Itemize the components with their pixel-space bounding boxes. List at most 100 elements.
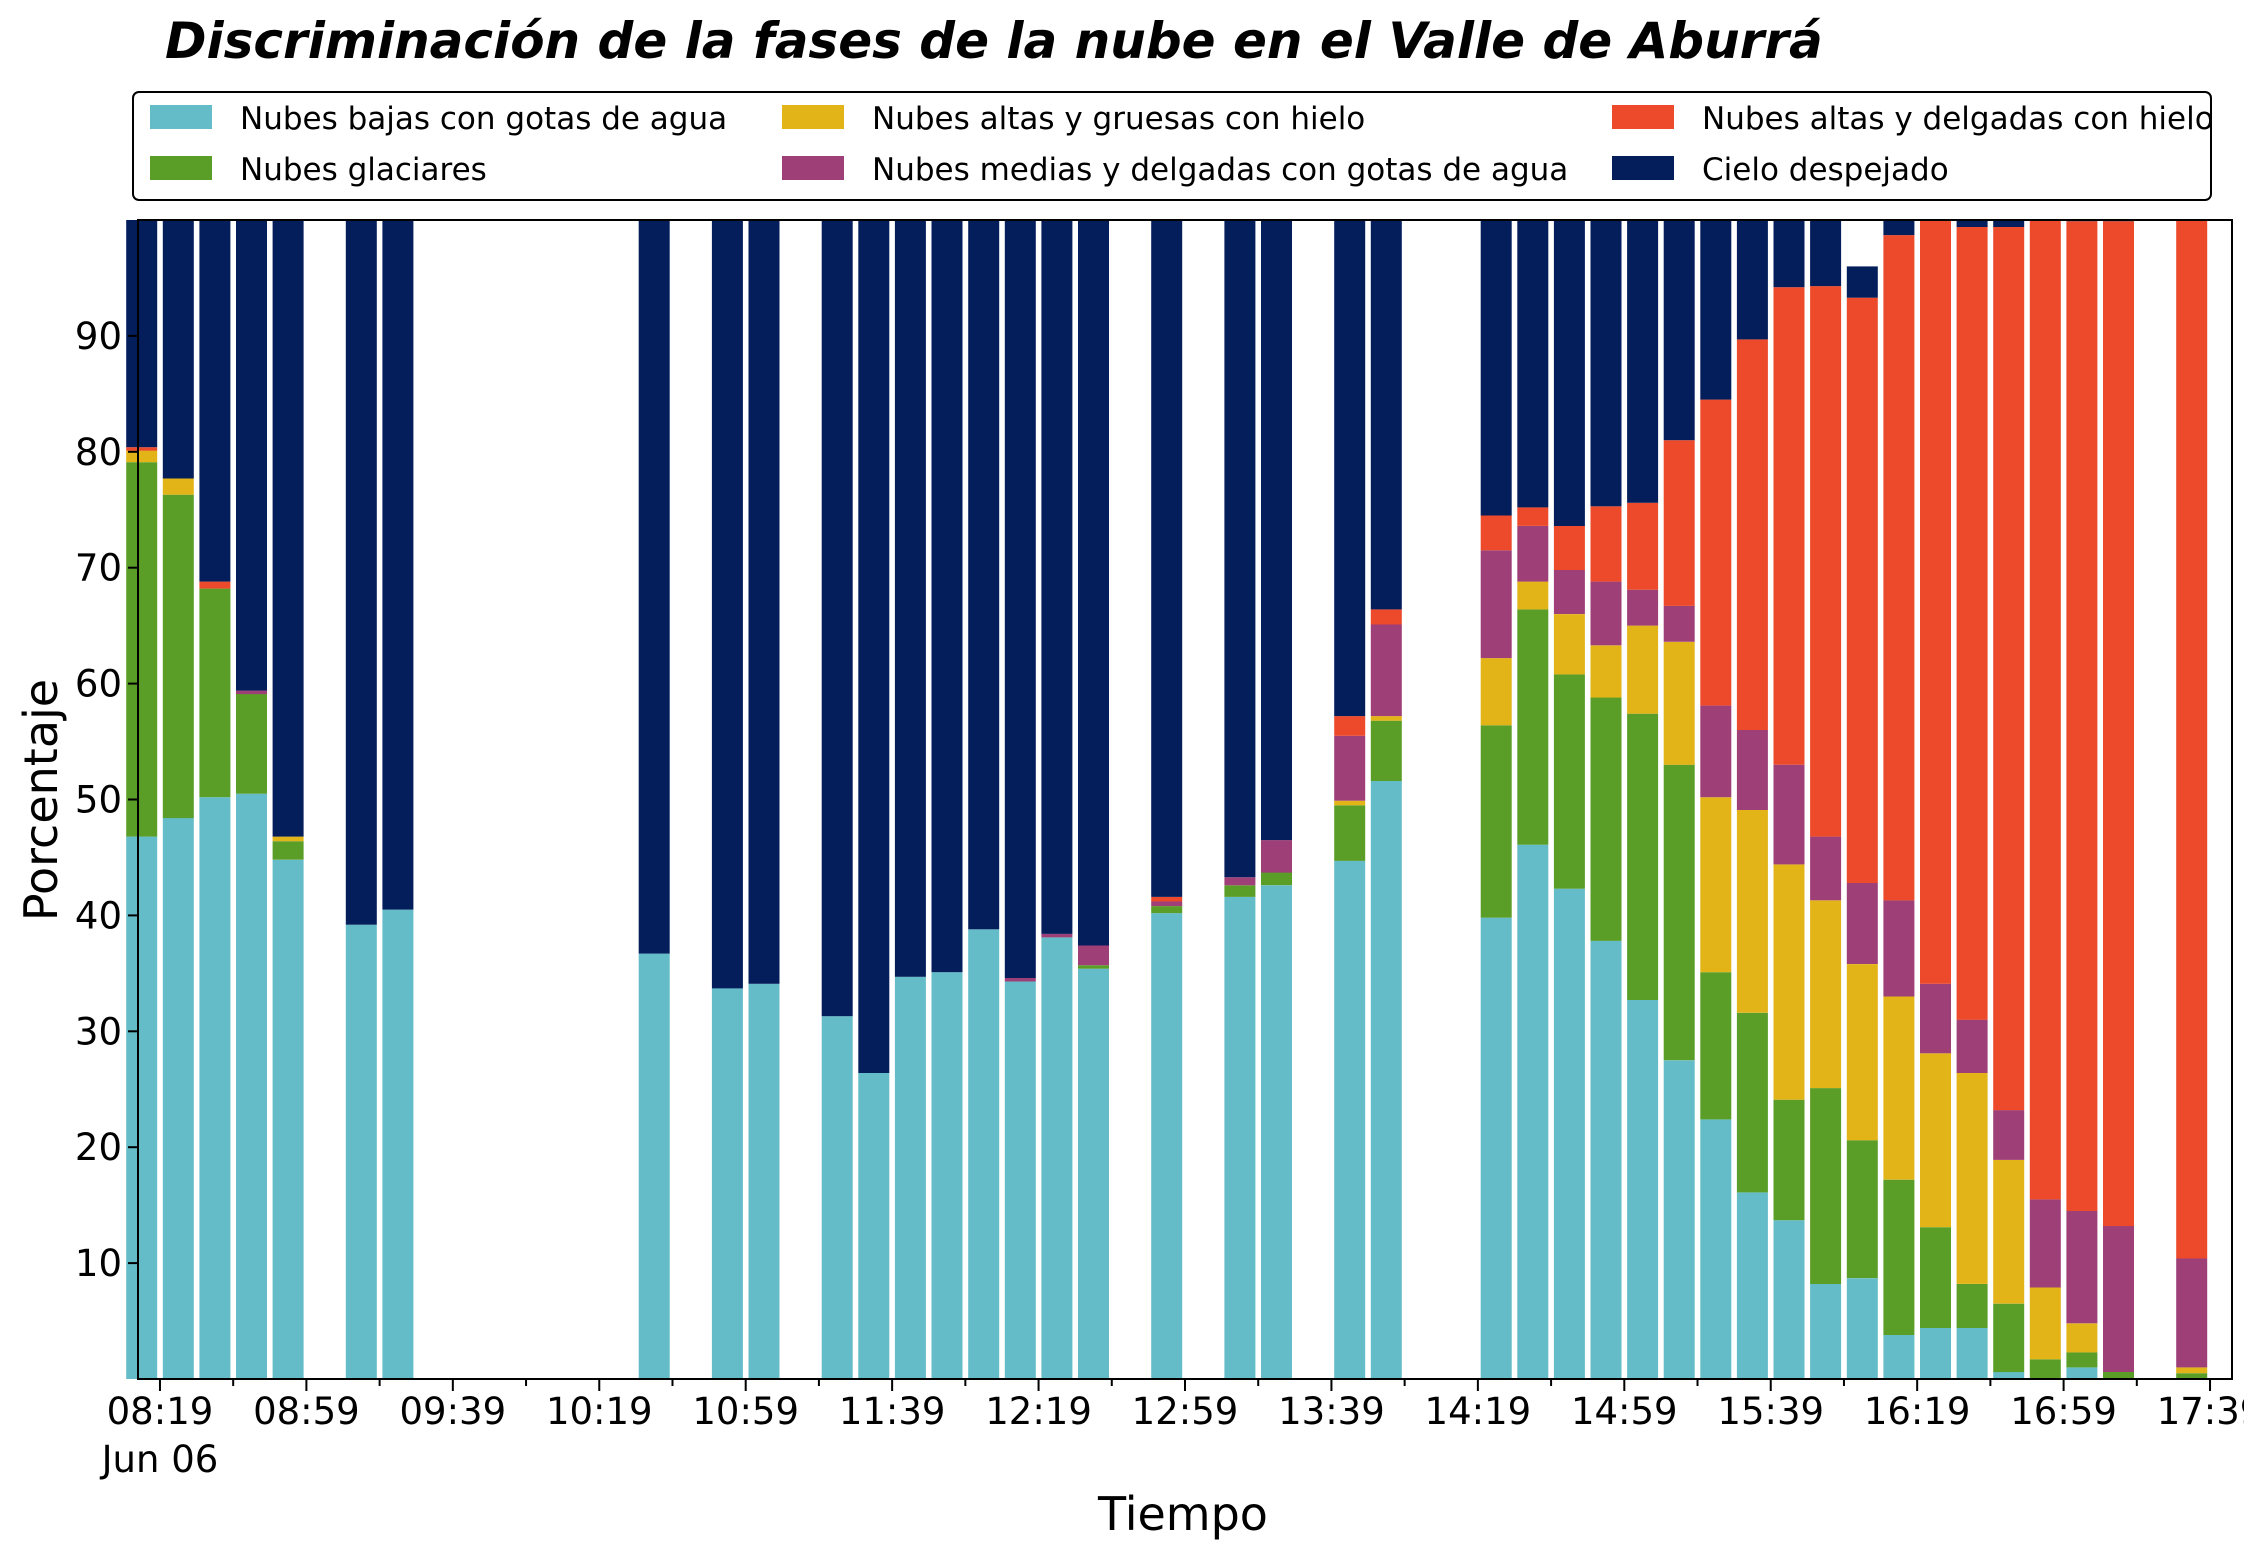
bar-segment-43-5 <box>1700 220 1732 400</box>
bar-segment-47-4 <box>1846 297 1878 883</box>
bar-segment-37-5 <box>1480 220 1512 516</box>
bar-segment-24-5 <box>1004 220 1036 978</box>
bar-segment-51-1 <box>1993 1303 2025 1373</box>
bar-segment-49-0 <box>1920 1328 1951 1379</box>
bar-segment-40-5 <box>1590 220 1622 507</box>
bar-segment-42-5 <box>1663 220 1695 441</box>
bar-segment-28-0 <box>1151 913 1183 1379</box>
bar-segment-48-1 <box>1883 1179 1915 1335</box>
bar-segment-45-4 <box>1773 287 1805 765</box>
bar-segment-49-1 <box>1920 1227 1951 1328</box>
bar-segment-24-0 <box>1004 981 1036 1379</box>
bar-segment-38-0 <box>1517 844 1549 1379</box>
bar-segment-46-1 <box>1810 1088 1842 1284</box>
bar-segment-54-3 <box>2103 1226 2134 1372</box>
y-tick-label: 30 <box>75 1010 122 1053</box>
bar-segment-21-0 <box>894 976 926 1379</box>
bar-segment-28-5 <box>1151 220 1183 897</box>
bar-segment-53-2 <box>2066 1323 2098 1353</box>
bar-segment-52-4 <box>2029 220 2061 1200</box>
bar-segment-1-5 <box>162 220 194 479</box>
y-axis-label: Porcentaje <box>14 679 68 921</box>
bar-segment-40-2 <box>1590 645 1622 698</box>
x-tick-label: 10:59 <box>692 1390 799 1433</box>
bar-segment-34-5 <box>1370 220 1402 610</box>
bar-segment-50-4 <box>1956 227 1988 1020</box>
bar-segment-40-4 <box>1590 506 1622 582</box>
bar-segment-34-0 <box>1370 781 1402 1379</box>
bar-segment-30-1 <box>1224 885 1256 897</box>
bar-segment-47-3 <box>1846 882 1878 964</box>
bar-segment-53-0 <box>2066 1367 2098 1379</box>
bar-segment-41-3 <box>1627 589 1659 626</box>
bar-segment-6-0 <box>345 924 377 1379</box>
bar-segment-33-0 <box>1334 860 1366 1379</box>
bar-segment-56-2 <box>2176 1367 2208 1374</box>
x-tick-label: 15:39 <box>1717 1390 1824 1433</box>
bar-segment-53-1 <box>2066 1352 2098 1368</box>
bar-segment-38-3 <box>1517 526 1549 582</box>
bar-segment-53-4 <box>2066 221 2098 1211</box>
bar-segment-43-3 <box>1700 705 1732 798</box>
bar-segment-46-0 <box>1810 1284 1842 1379</box>
bar-segment-48-2 <box>1883 996 1915 1180</box>
bar-segment-31-1 <box>1261 872 1292 886</box>
bar-segment-51-0 <box>1993 1372 2025 1379</box>
bar-segment-1-0 <box>162 818 194 1379</box>
bar-segment-43-1 <box>1700 972 1732 1120</box>
bar-segment-39-2 <box>1553 614 1585 675</box>
legend-swatch <box>150 156 212 180</box>
bar-segment-56-1 <box>2176 1373 2208 1379</box>
bar-segment-31-3 <box>1261 840 1292 873</box>
legend-swatch <box>150 105 212 129</box>
bar-segment-39-3 <box>1553 570 1585 614</box>
bar-segment-3-3 <box>236 690 267 695</box>
bar-segment-34-4 <box>1370 609 1402 625</box>
y-tick-label: 70 <box>75 547 122 590</box>
bar-segment-42-1 <box>1663 764 1695 1061</box>
bar-segment-16-5 <box>711 220 743 989</box>
bar-segment-47-2 <box>1846 964 1878 1141</box>
x-axis: 08:19 08:59 09:39 10:19 10:59 11:39 12:19 12:59… <box>100 1379 2244 1481</box>
bar-segment-44-2 <box>1736 809 1768 1013</box>
bar-segment-4-2 <box>272 836 304 842</box>
bar-segment-39-5 <box>1553 220 1585 526</box>
bar-segment-44-4 <box>1736 339 1768 730</box>
bar-segment-46-5 <box>1810 220 1842 287</box>
bar-segment-49-2 <box>1920 1053 1951 1228</box>
bar-segment-40-0 <box>1590 940 1622 1379</box>
bar-segment-38-4 <box>1517 507 1549 526</box>
bar-segment-37-4 <box>1480 515 1512 551</box>
bar-segment-17-5 <box>748 220 780 984</box>
bar-segment-44-3 <box>1736 730 1768 810</box>
y-tick-label: 90 <box>75 315 122 358</box>
bar-segment-50-1 <box>1956 1284 1988 1328</box>
bar-segment-48-4 <box>1883 235 1915 901</box>
bar-segment-48-5 <box>1883 220 1915 236</box>
bar-segment-42-4 <box>1663 440 1695 606</box>
bar-segment-43-2 <box>1700 797 1732 973</box>
legend-label: Cielo despejado <box>1702 152 1949 188</box>
bar-segment-20-5 <box>858 220 890 1073</box>
bar-segment-4-5 <box>272 220 304 837</box>
bar-segment-25-5 <box>1041 220 1073 934</box>
bar-segment-45-2 <box>1773 864 1805 1100</box>
bar-segment-41-5 <box>1627 220 1659 503</box>
y-axis: 10 20 30 40 50 60 70 80 90 <box>75 315 138 1285</box>
bar-segment-22-0 <box>931 972 963 1379</box>
x-axis-label: Tiempo <box>1097 1487 1268 1541</box>
bar-segment-0-2 <box>126 450 158 463</box>
bar-segment-34-1 <box>1370 720 1402 781</box>
bar-segment-3-5 <box>236 220 267 691</box>
bar-segment-50-5 <box>1956 220 1988 227</box>
bar-segment-47-5 <box>1846 266 1878 298</box>
plot-frame <box>137 219 2233 1380</box>
bar-segment-30-5 <box>1224 220 1256 878</box>
bar-segment-33-4 <box>1334 716 1366 736</box>
bar-segment-54-4 <box>2103 221 2134 1227</box>
bar-segment-40-3 <box>1590 581 1622 646</box>
x-tick-label: 10:19 <box>546 1390 653 1433</box>
bar-segment-42-2 <box>1663 641 1695 765</box>
bar-segment-2-4 <box>199 581 231 589</box>
bar-segment-34-2 <box>1370 716 1402 721</box>
